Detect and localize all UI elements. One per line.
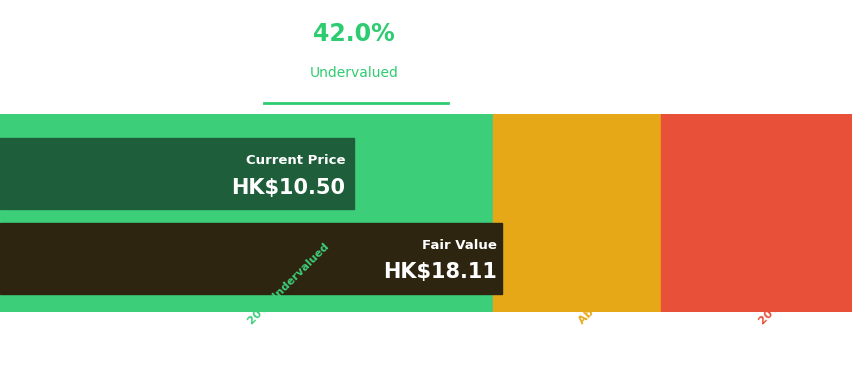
Bar bbox=[660, 114, 852, 312]
Text: HK$10.50: HK$10.50 bbox=[231, 177, 345, 198]
Text: Fair Value: Fair Value bbox=[422, 239, 497, 252]
Text: 20% Overvalued: 20% Overvalued bbox=[757, 247, 835, 326]
Bar bbox=[0, 114, 492, 312]
Bar bbox=[492, 114, 660, 312]
Text: 20% Undervalued: 20% Undervalued bbox=[246, 242, 331, 326]
Text: About Right: About Right bbox=[576, 267, 636, 326]
Bar bbox=[0, 223, 501, 294]
Text: Undervalued: Undervalued bbox=[309, 66, 398, 80]
Text: Current Price: Current Price bbox=[245, 154, 345, 167]
Text: 42.0%: 42.0% bbox=[313, 22, 394, 46]
Text: HK$18.11: HK$18.11 bbox=[383, 263, 497, 282]
Bar bbox=[0, 138, 354, 209]
